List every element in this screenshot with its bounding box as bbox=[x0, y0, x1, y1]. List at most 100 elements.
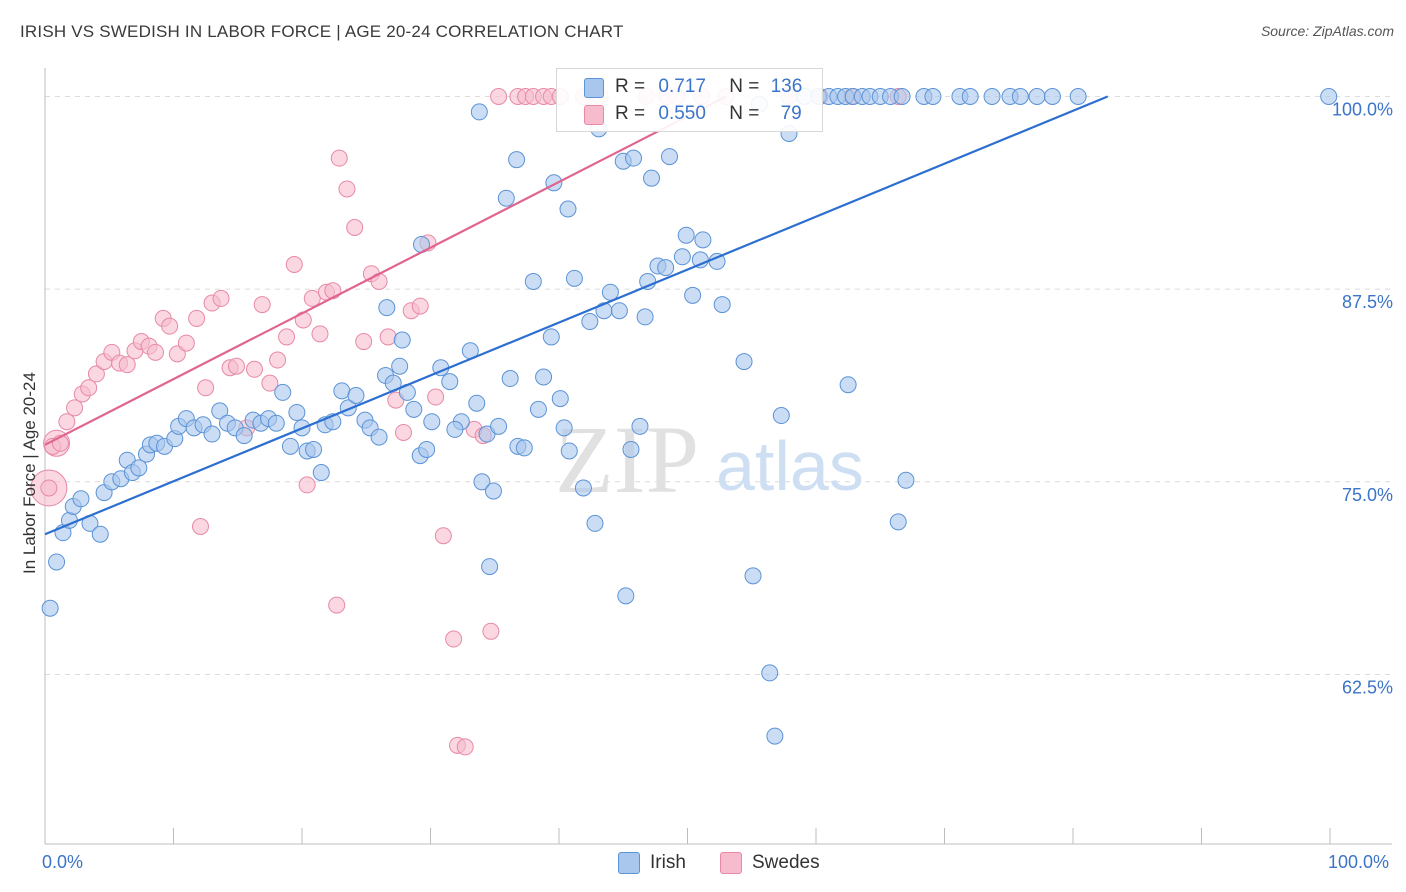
legend-irish-n-value: 136 bbox=[770, 76, 803, 97]
irish-point bbox=[470, 103, 488, 121]
irish-point bbox=[490, 417, 508, 435]
legend-swatch-swedes bbox=[584, 105, 604, 125]
irish-point bbox=[305, 440, 323, 458]
bottom-legend-irish: Irish bbox=[650, 852, 686, 873]
watermark: ZIP atlas bbox=[555, 406, 864, 513]
irish-point bbox=[617, 587, 635, 605]
swedes-point bbox=[161, 317, 179, 335]
irish-point bbox=[657, 259, 675, 277]
irish-point bbox=[288, 403, 306, 421]
irish-point bbox=[378, 299, 396, 317]
y-tick-label: 100.0% bbox=[1332, 99, 1393, 119]
irish-point bbox=[694, 231, 712, 249]
irish-point bbox=[551, 390, 569, 408]
irish-point bbox=[766, 727, 784, 745]
irish-point bbox=[274, 383, 292, 401]
swedes-point bbox=[188, 309, 206, 327]
swedes-trendline bbox=[44, 95, 727, 446]
axes bbox=[44, 68, 1392, 845]
irish-point bbox=[468, 394, 486, 412]
x-tick-label-max: 100.0% bbox=[1328, 852, 1390, 872]
irish-point bbox=[684, 286, 702, 304]
irish-point bbox=[677, 226, 695, 244]
chart-title: IRISH VS SWEDISH IN LABOR FORCE | AGE 20… bbox=[20, 22, 624, 41]
stats-legend: R = 0.717 N = 136 R = 0.550 N = 79 bbox=[556, 68, 823, 132]
irish-point bbox=[1043, 87, 1061, 105]
swedes-point bbox=[191, 518, 209, 536]
bottom-legend-swatch-irish bbox=[618, 852, 640, 874]
legend-swedes-n-label: N = bbox=[729, 103, 760, 124]
irish-points bbox=[41, 87, 1338, 745]
irish-point bbox=[636, 308, 654, 326]
swedes-point bbox=[328, 596, 346, 614]
irish-point bbox=[497, 189, 515, 207]
legend-irish-n-label: N = bbox=[729, 76, 760, 97]
bottom-legend-swatch-swedes bbox=[720, 852, 742, 874]
swedes-point bbox=[395, 423, 413, 441]
irish-point bbox=[501, 370, 519, 388]
irish-point bbox=[211, 402, 229, 420]
y-tick-label: 87.5% bbox=[1342, 292, 1393, 312]
y-tick-labels: 62.5% 75.0% 87.5% 100.0% bbox=[1332, 99, 1393, 697]
irish-point bbox=[347, 386, 365, 404]
trendlines bbox=[44, 95, 1109, 536]
irish-point bbox=[508, 151, 526, 169]
irish-point bbox=[772, 407, 790, 425]
swedes-point bbox=[147, 343, 165, 361]
swedes-point bbox=[227, 357, 245, 375]
swedes-point bbox=[411, 297, 429, 315]
swedes-point bbox=[346, 219, 364, 237]
irish-point bbox=[405, 400, 423, 418]
irish-point bbox=[529, 400, 547, 418]
irish-point bbox=[560, 442, 578, 460]
irish-point bbox=[203, 425, 221, 443]
irish-point bbox=[631, 417, 649, 435]
irish-point bbox=[565, 269, 583, 287]
bottom-legend-swedes: Swedes bbox=[752, 852, 820, 873]
swedes-point bbox=[197, 379, 215, 397]
swedes-point bbox=[253, 296, 271, 314]
irish-point bbox=[393, 331, 411, 349]
swedes-point bbox=[456, 738, 474, 756]
irish-point bbox=[897, 471, 915, 489]
irish-point bbox=[333, 382, 351, 400]
irish-point bbox=[581, 313, 599, 331]
y-axis-label: In Labor Force | Age 20-24 bbox=[20, 372, 39, 574]
irish-point bbox=[983, 87, 1001, 105]
legend-swedes-n-value: 79 bbox=[780, 103, 802, 124]
irish-point bbox=[235, 427, 253, 445]
legend-row-irish: R = 0.717 N = 136 bbox=[615, 76, 802, 98]
irish-point bbox=[586, 514, 604, 532]
irish-point bbox=[91, 525, 109, 543]
gridlines bbox=[45, 95, 1395, 675]
swedes-point bbox=[58, 413, 76, 431]
swedes-point bbox=[427, 388, 445, 406]
irish-point bbox=[423, 413, 441, 431]
irish-point bbox=[130, 459, 148, 477]
swedes-point bbox=[261, 374, 279, 392]
irish-point bbox=[761, 664, 779, 682]
irish-point bbox=[1320, 87, 1338, 105]
swedes-point bbox=[278, 328, 296, 346]
irish-point bbox=[524, 272, 542, 290]
legend-swatch-irish bbox=[584, 78, 604, 98]
irish-point bbox=[441, 373, 459, 391]
irish-point bbox=[370, 428, 388, 446]
irish-point bbox=[893, 87, 911, 105]
swedes-point bbox=[445, 630, 463, 648]
source-label: Source: ZipAtlas.com bbox=[1260, 23, 1394, 39]
irish-point bbox=[473, 473, 491, 491]
irish-point bbox=[610, 302, 628, 320]
swedes-point bbox=[40, 479, 58, 497]
irish-point bbox=[924, 87, 942, 105]
irish-point bbox=[661, 148, 679, 166]
irish-point bbox=[1069, 87, 1087, 105]
swedes-point bbox=[324, 282, 342, 300]
legend-swedes-r-label: R = bbox=[615, 103, 646, 124]
legend-row-swedes: R = 0.550 N = 79 bbox=[615, 103, 802, 125]
irish-point bbox=[72, 490, 90, 508]
irish-point bbox=[622, 440, 640, 458]
irish-point bbox=[41, 599, 59, 617]
irish-point bbox=[735, 353, 753, 371]
